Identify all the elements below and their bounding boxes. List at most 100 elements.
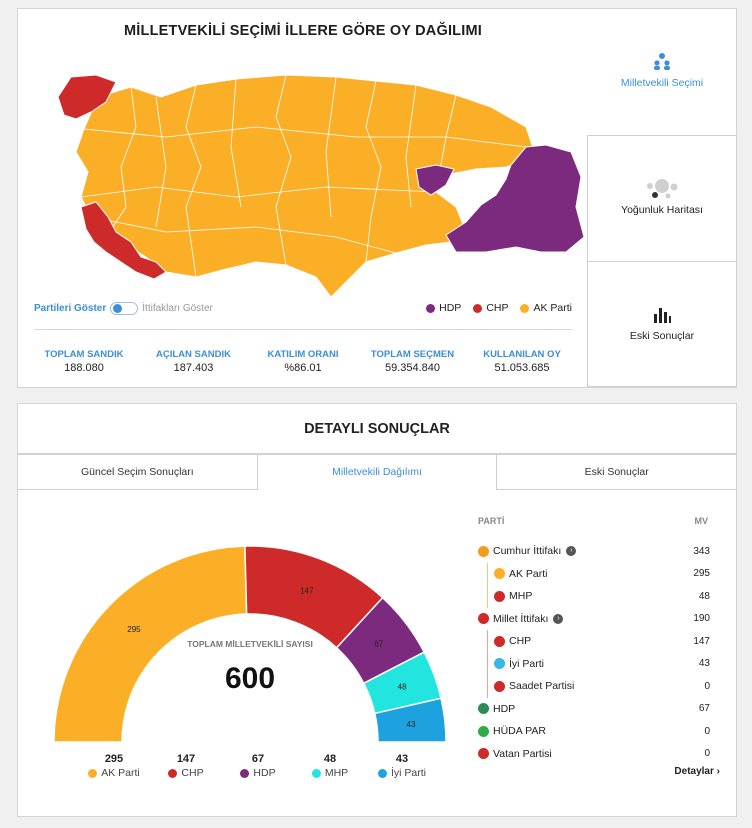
toggle-switch[interactable] — [110, 302, 139, 315]
party-name: İyi Parti — [509, 657, 545, 670]
party-name: Cumhur İttifakı — [493, 545, 562, 558]
map-region-chp-aegean[interactable] — [80, 201, 167, 280]
party-logo-icon — [478, 613, 489, 625]
stat-total-boxes: TOPLAM SANDIK 188.080 — [34, 349, 134, 374]
chart-slice-label: 147 — [300, 586, 314, 595]
chevron-right-icon[interactable]: › — [566, 546, 577, 557]
tab-eski-sonuclar[interactable]: Eski Sonuçlar — [497, 454, 737, 490]
party-mv: 147 — [693, 635, 710, 647]
party-logo-icon — [478, 725, 489, 737]
party-name: Vatan Partisi — [493, 747, 552, 760]
map-region-hdp[interactable] — [445, 144, 585, 253]
chart-legend-value: 48 — [323, 753, 337, 765]
party-row[interactable]: Millet İttifakı › 190 — [478, 608, 710, 631]
chart-slice-label: 48 — [398, 682, 407, 691]
people-icon — [654, 53, 670, 70]
tab-milletvekili-dagilimi[interactable]: Milletvekili Dağılımı — [257, 454, 498, 490]
stat-label: KULLANILAN OY — [483, 349, 561, 360]
chart-legend-value: 147 — [176, 753, 196, 765]
toggle-alliances-label[interactable]: İttifakları Göster — [142, 303, 213, 314]
party-name: MHP — [509, 590, 533, 603]
chart-legend-label: İyi Parti — [390, 767, 426, 779]
legend-label: HDP — [439, 302, 462, 314]
stats-row: TOPLAM SANDIK 188.080 AÇILAN SANDIK 187.… — [34, 349, 572, 374]
toggle-parties-label[interactable]: Partileri Göster — [34, 303, 107, 314]
chart-slice-label: 295 — [127, 625, 141, 634]
map-title: MİLLETVEKİLİ SEÇİMİ İLLERE GÖRE OY DAĞIL… — [124, 23, 482, 39]
legend-label: CHP — [486, 302, 509, 314]
party-rows: Cumhur İttifakı › 343 AK Parti 295 MHP 48 Mille… — [478, 540, 710, 765]
legend-dot — [520, 303, 530, 313]
stat-total-voters: TOPLAM SEÇMEN 59.354.840 — [363, 349, 463, 374]
chart-slice-label: 43 — [407, 720, 416, 729]
party-logo-icon — [478, 545, 489, 557]
nav-eski-sonuclar[interactable]: Eski Sonuçlar — [587, 261, 737, 387]
header-mv: MV — [694, 516, 709, 526]
party-alliance-toggle[interactable]: Partileri Göster İttifakları Göster — [34, 302, 213, 315]
party-mv: 0 — [704, 748, 710, 760]
party-logo-icon — [494, 635, 505, 647]
chart-slice-label: 67 — [374, 640, 383, 649]
legend-dot — [473, 303, 483, 313]
stat-label: TOPLAM SANDIK — [44, 349, 124, 360]
nav-label: Eski Sonuçlar — [629, 330, 695, 342]
nav-yogunluk-haritasi[interactable]: Yoğunluk Haritası — [587, 135, 737, 262]
stat-opened-boxes: AÇILAN SANDIK 187.403 — [144, 349, 244, 374]
party-mv: 43 — [698, 658, 710, 670]
party-logo-icon — [478, 703, 489, 715]
details-link-label: Detaylar — [674, 766, 714, 777]
party-mv: 0 — [704, 725, 710, 737]
party-name: CHP — [509, 635, 532, 648]
details-link[interactable]: Detaylar › — [674, 766, 720, 777]
chart-slice[interactable] — [373, 697, 447, 743]
chevron-right-icon: › — [716, 766, 720, 777]
chart-legend-item: 48 MHP — [294, 753, 366, 779]
chart-slice[interactable] — [53, 545, 248, 743]
legend-dot — [311, 768, 321, 778]
turkey-province-map[interactable] — [36, 57, 596, 307]
party-name: Saadet Partisi — [509, 680, 575, 693]
party-mv: 67 — [698, 703, 710, 715]
chart-legend-item: 43 İyi Parti — [366, 753, 438, 779]
party-row: İyi Parti 43 — [478, 652, 710, 676]
map-region-chp-thrace[interactable] — [57, 74, 117, 120]
seat-distribution-chart: 295 147 67 48 43 — [53, 545, 447, 743]
party-row: HÜDA PAR 0 — [478, 720, 710, 743]
stat-votes-cast: KULLANILAN OY 51.053.685 — [472, 349, 572, 374]
map-region-hdp-2[interactable] — [415, 164, 455, 196]
party-logo-icon — [494, 658, 505, 670]
detail-title: DETAYLI SONUÇLAR — [18, 404, 736, 454]
chart-legend-item: 147 CHP — [150, 753, 222, 779]
bubbles-icon — [647, 179, 678, 199]
party-name: Millet İttifakı — [493, 612, 549, 625]
party-row: MHP 48 — [478, 585, 710, 608]
party-mv: 190 — [693, 613, 710, 625]
legend-item-akparti: AK Parti — [520, 302, 572, 314]
detail-tabs: Güncel Seçim Sonuçları Milletvekili Dağı… — [18, 454, 737, 490]
stat-value: %86.01 — [284, 362, 322, 374]
party-row: Vatan Partisi 0 — [478, 743, 710, 766]
legend-dot — [426, 303, 436, 313]
divider — [34, 329, 572, 330]
stat-value: 187.403 — [173, 362, 214, 374]
legend-item-hdp: HDP — [426, 302, 461, 314]
party-table: PARTİ MV Cumhur İttifakı › 343 AK Parti 295 M… — [478, 516, 710, 765]
tab-guncel-sonuclar[interactable]: Güncel Seçim Sonuçları — [18, 454, 258, 490]
chart-legend-value: 67 — [251, 753, 265, 765]
legend-dot — [88, 768, 98, 778]
nav-milletvekili-secimi[interactable]: Milletvekili Seçimi — [587, 9, 737, 135]
bar-chart-icon — [654, 308, 671, 323]
map-panel: MİLLETVEKİLİ SEÇİMİ İLLERE GÖRE OY DAĞIL… — [17, 8, 737, 388]
chart-legend-item: 295 AK Parti — [78, 753, 150, 779]
nav-label: Yoğunluk Haritası — [621, 204, 703, 216]
chevron-right-icon[interactable]: › — [553, 613, 564, 624]
party-mv: 343 — [693, 545, 710, 557]
stat-label: TOPLAM SEÇMEN — [370, 349, 455, 360]
party-mv: 48 — [698, 590, 710, 602]
party-row: HDP 67 — [478, 698, 710, 721]
legend-dot — [240, 768, 250, 778]
party-row: CHP 147 — [478, 630, 710, 653]
party-row: AK Parti 295 — [478, 562, 710, 586]
chart-legend-label: HDP — [253, 767, 276, 779]
party-row[interactable]: Cumhur İttifakı › 343 — [478, 540, 710, 563]
